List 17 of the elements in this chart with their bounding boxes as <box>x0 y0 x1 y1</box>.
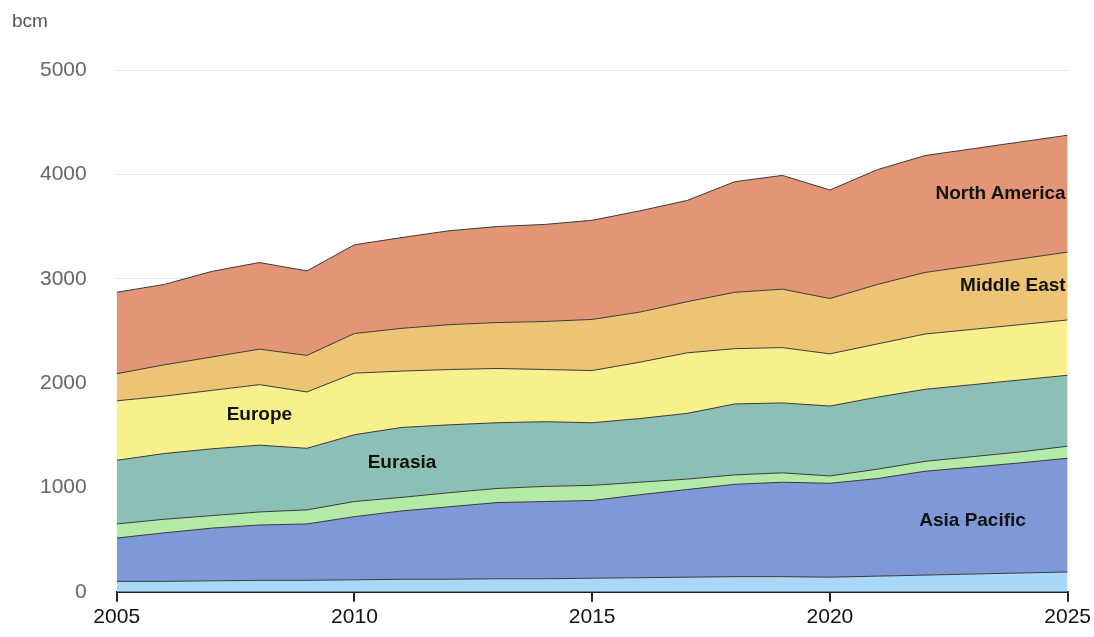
y-tick-label: 4000 <box>40 161 87 185</box>
x-tick-label: 2005 <box>93 604 141 628</box>
series-label: Asia Pacific <box>919 508 1027 530</box>
x-tick-label: 2025 <box>1044 604 1091 628</box>
x-tick-label: 2020 <box>806 604 854 628</box>
y-tick-label: 2000 <box>40 369 87 393</box>
series-label: Eurasia <box>367 450 437 472</box>
y-axis-title: bcm <box>12 10 48 32</box>
series-label: North America <box>935 181 1067 203</box>
x-tick-label: 2010 <box>331 604 378 628</box>
x-tick-label: 2015 <box>568 604 616 628</box>
y-tick-label: 3000 <box>40 265 87 289</box>
y-tick-label: 0 <box>75 578 87 602</box>
series-label: Middle East <box>960 274 1067 296</box>
y-tick-label: 5000 <box>40 56 87 80</box>
y-tick-label: 1000 <box>40 474 87 498</box>
series-label: Europe <box>226 403 293 425</box>
